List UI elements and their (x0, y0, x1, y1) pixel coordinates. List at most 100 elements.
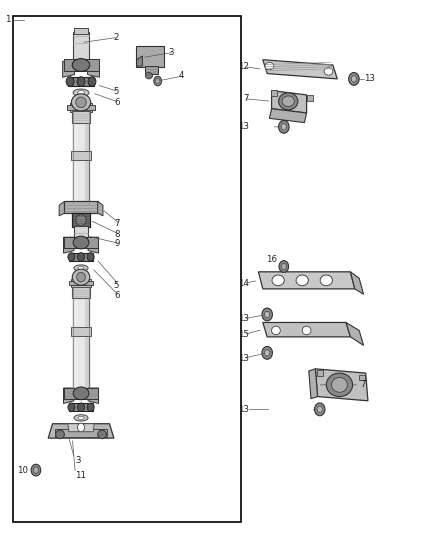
Bar (85, 112, 89, 203)
Bar (145, 66, 158, 74)
Polygon shape (68, 424, 94, 432)
Ellipse shape (73, 89, 89, 96)
Text: 12: 12 (238, 62, 249, 71)
Text: 7: 7 (360, 381, 366, 389)
Bar (73, 288, 89, 389)
Bar (72, 111, 90, 123)
Text: 10: 10 (18, 466, 28, 474)
Ellipse shape (281, 124, 286, 130)
Polygon shape (137, 56, 142, 66)
Text: 13: 13 (238, 123, 249, 131)
Ellipse shape (72, 269, 90, 285)
Ellipse shape (88, 77, 96, 86)
Text: 13: 13 (238, 314, 249, 323)
Ellipse shape (326, 373, 353, 397)
Ellipse shape (145, 72, 152, 79)
Ellipse shape (74, 265, 88, 271)
Ellipse shape (324, 68, 333, 75)
Ellipse shape (87, 253, 94, 261)
Ellipse shape (76, 215, 86, 225)
Bar (359, 375, 365, 380)
Ellipse shape (154, 76, 162, 86)
Text: 13: 13 (364, 75, 375, 83)
Text: 4: 4 (179, 71, 184, 80)
Polygon shape (272, 91, 307, 113)
Ellipse shape (265, 311, 270, 318)
Ellipse shape (320, 275, 332, 286)
Ellipse shape (317, 406, 322, 413)
Ellipse shape (56, 430, 64, 439)
Bar (72, 287, 90, 298)
Text: 7: 7 (115, 220, 120, 228)
Polygon shape (315, 369, 368, 401)
Text: 16: 16 (266, 255, 277, 263)
Ellipse shape (66, 77, 74, 86)
Ellipse shape (76, 97, 86, 108)
Ellipse shape (155, 78, 160, 84)
Text: 13: 13 (238, 405, 249, 414)
Bar (307, 95, 313, 101)
Ellipse shape (279, 93, 298, 110)
Ellipse shape (68, 253, 75, 261)
Ellipse shape (332, 377, 347, 392)
Ellipse shape (78, 416, 84, 419)
Text: 8: 8 (115, 230, 120, 239)
Bar (74, 226, 88, 238)
Ellipse shape (281, 263, 286, 270)
Bar (64, 59, 99, 71)
Ellipse shape (78, 423, 85, 432)
Bar (73, 112, 77, 203)
Polygon shape (346, 322, 364, 345)
Bar (85, 288, 89, 389)
Polygon shape (88, 388, 99, 403)
Text: 1: 1 (5, 15, 11, 24)
Bar (74, 28, 88, 34)
Bar (71, 327, 91, 336)
Ellipse shape (349, 72, 359, 85)
Polygon shape (88, 237, 99, 253)
Text: 11: 11 (75, 471, 86, 480)
Text: 9: 9 (115, 239, 120, 248)
Ellipse shape (351, 76, 357, 82)
Polygon shape (63, 61, 74, 77)
Bar (64, 201, 98, 213)
Ellipse shape (272, 275, 284, 286)
Polygon shape (98, 201, 103, 216)
Polygon shape (48, 424, 114, 438)
Ellipse shape (314, 403, 325, 416)
Polygon shape (269, 109, 307, 123)
Ellipse shape (262, 346, 272, 359)
Ellipse shape (272, 326, 280, 335)
Ellipse shape (77, 77, 85, 86)
Polygon shape (258, 272, 355, 289)
Text: 5: 5 (114, 281, 120, 289)
Text: 2: 2 (113, 33, 119, 42)
Ellipse shape (265, 350, 270, 356)
Polygon shape (350, 272, 364, 294)
Bar (73, 288, 77, 389)
Ellipse shape (98, 430, 106, 439)
Bar (71, 151, 91, 160)
Polygon shape (263, 60, 337, 79)
Bar (70, 103, 92, 112)
Bar (72, 213, 90, 227)
Text: 15: 15 (238, 330, 249, 339)
Bar (69, 281, 93, 285)
Ellipse shape (31, 464, 41, 476)
Polygon shape (309, 369, 318, 399)
Polygon shape (64, 388, 74, 403)
Ellipse shape (71, 94, 91, 111)
Bar (271, 90, 277, 96)
Text: 6: 6 (114, 98, 120, 107)
Polygon shape (59, 201, 64, 216)
Ellipse shape (33, 467, 39, 473)
Ellipse shape (74, 415, 88, 421)
Ellipse shape (77, 272, 85, 282)
Bar (64, 388, 98, 399)
Bar (69, 403, 93, 411)
Ellipse shape (73, 387, 89, 400)
Ellipse shape (78, 91, 85, 95)
Ellipse shape (262, 308, 272, 321)
Bar (136, 46, 164, 67)
Bar (67, 105, 95, 110)
